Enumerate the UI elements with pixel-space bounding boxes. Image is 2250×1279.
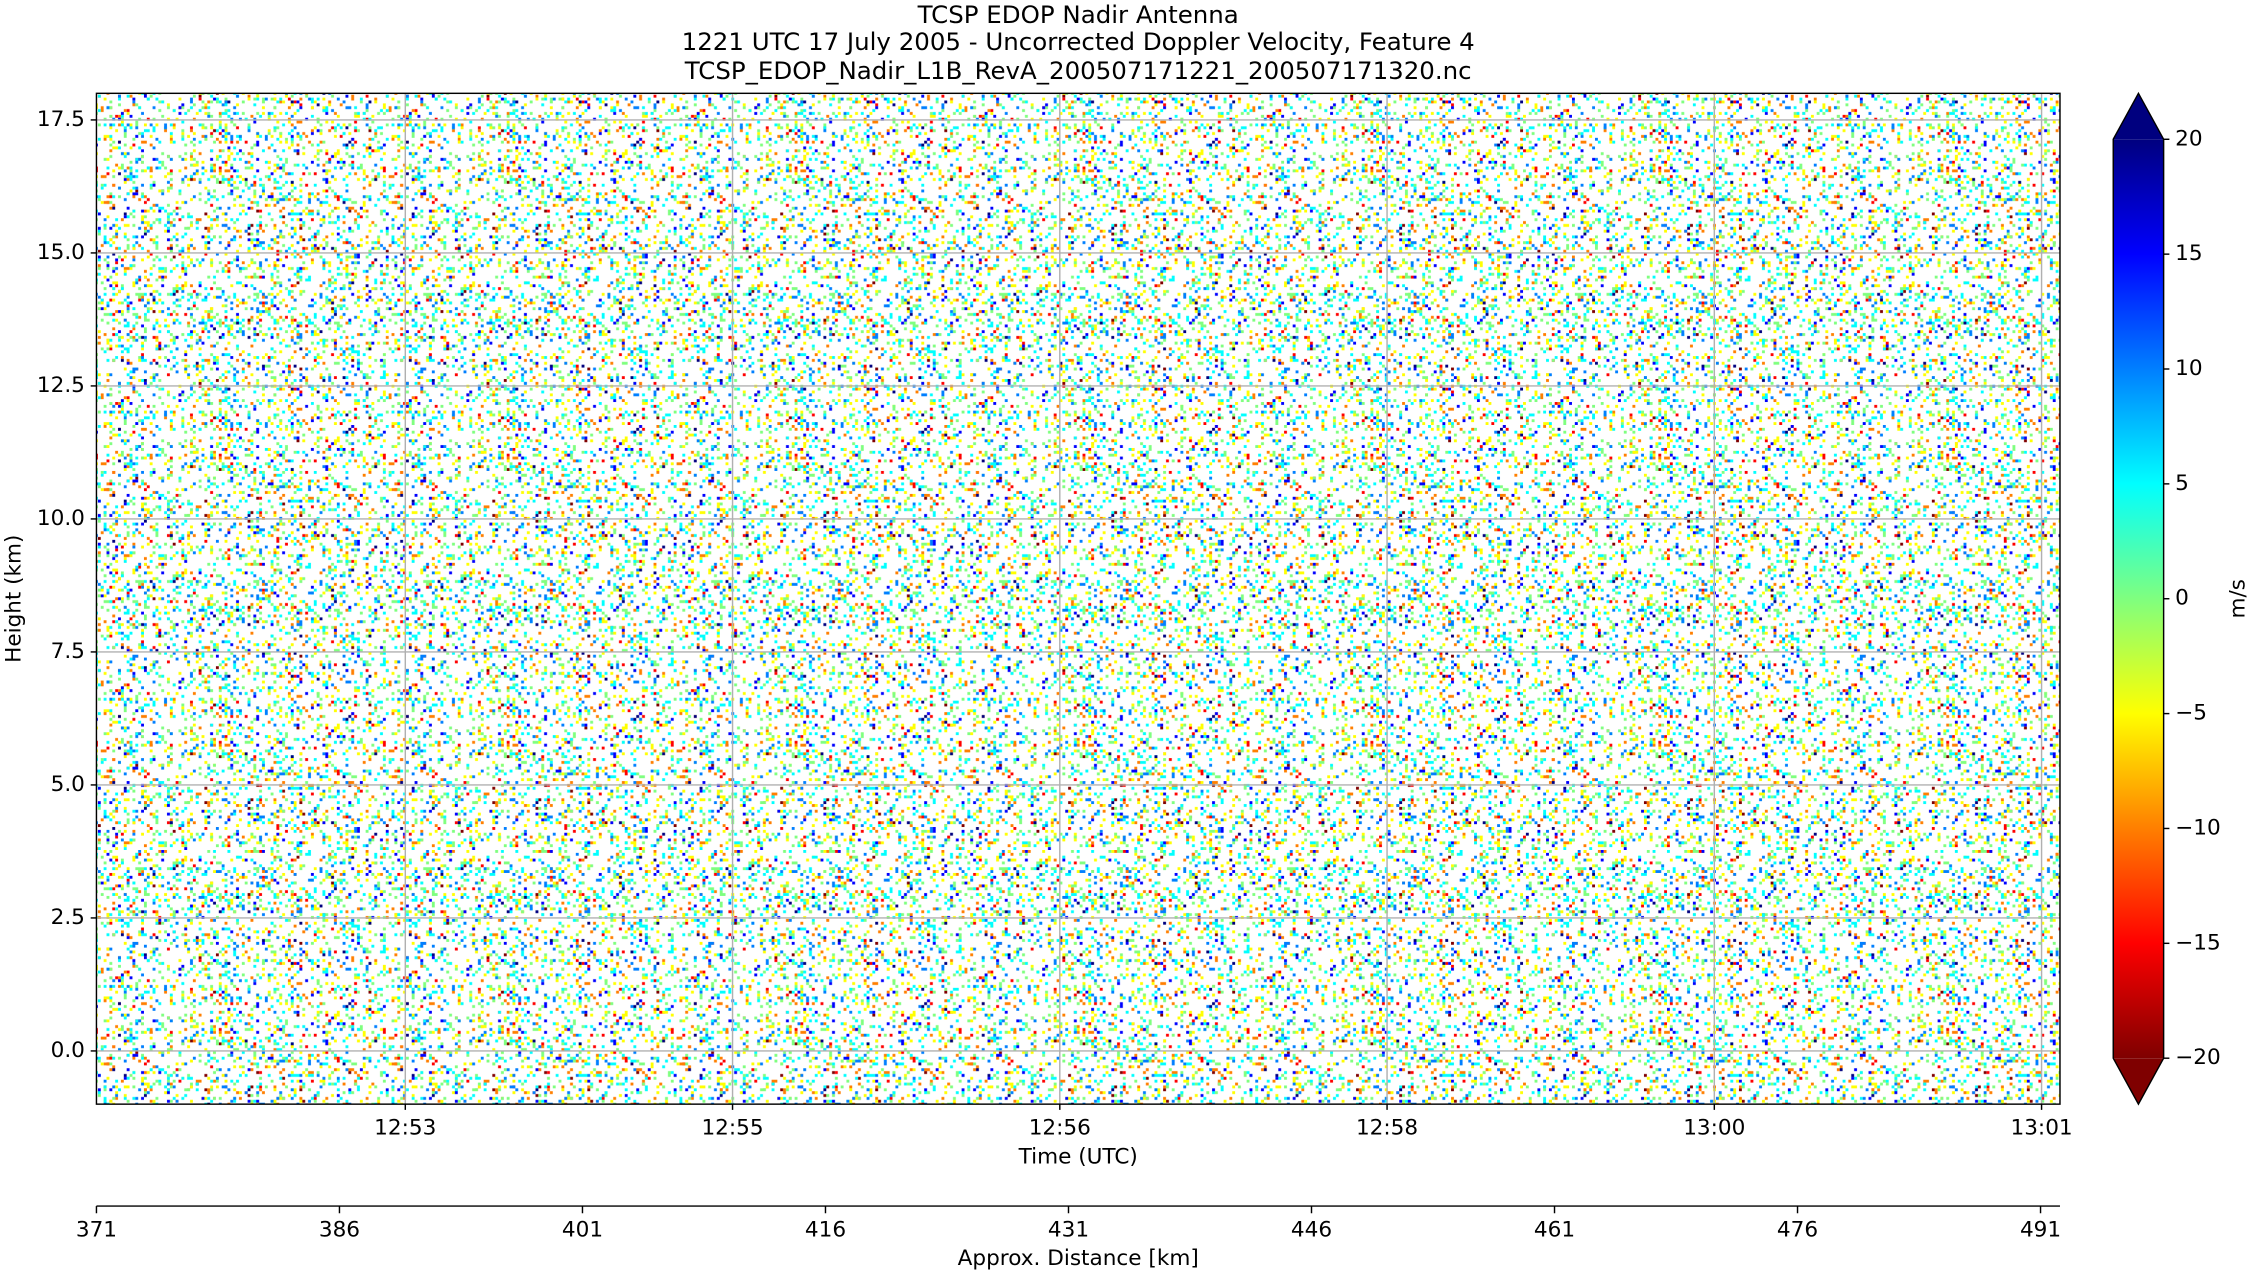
y-tick-label: 12.5: [37, 373, 85, 398]
x-tick-label: 13:01: [2010, 1116, 2072, 1141]
velocity-field: [96, 93, 2060, 1105]
y-tick-label: 0.0: [51, 1038, 85, 1063]
chart-subtitle: 1221 UTC 17 July 2005 - Uncorrected Dopp…: [682, 27, 1475, 56]
distance-tick-label: 446: [1291, 1218, 1332, 1243]
distance-tick-label: 401: [562, 1218, 603, 1243]
colorbar-tick-label: −20: [2175, 1045, 2221, 1070]
colorbar-tick-label: −10: [2175, 815, 2221, 840]
distance-tick-label: 491: [2020, 1218, 2061, 1243]
distance-axis-label: Approx. Distance [km]: [958, 1246, 1199, 1271]
distance-tick-label: 431: [1048, 1218, 1089, 1243]
distance-tick-label: 476: [1777, 1218, 1818, 1243]
colorbar-tick-label: 10: [2175, 356, 2202, 381]
colorbar-tick-label: −15: [2175, 930, 2221, 955]
y-tick-label: 17.5: [37, 107, 85, 132]
distance-tick-label: 386: [319, 1218, 360, 1243]
chart-title: TCSP EDOP Nadir Antenna: [917, 0, 1239, 29]
grid: [96, 93, 2060, 1105]
y-tick-label: 5.0: [51, 772, 85, 797]
chart-filename: TCSP_EDOP_Nadir_L1B_RevA_200507171221_20…: [684, 56, 1472, 85]
colorbar-tick-label: 0: [2175, 586, 2189, 611]
colorbar-tick-label: −5: [2175, 701, 2207, 726]
x-axis-label: Time (UTC): [1018, 1144, 1138, 1169]
y-tick-label: 10.0: [37, 506, 85, 531]
colorbar-extend-low: [2113, 1058, 2164, 1105]
colorbar: [2113, 139, 2164, 1059]
distance-tick-label: 461: [1534, 1218, 1575, 1243]
y-tick-label: 7.5: [51, 639, 85, 664]
colorbar-extend-high: [2113, 93, 2164, 140]
x-tick-label: 12:56: [1029, 1116, 1091, 1141]
distance-tick-label: 371: [76, 1218, 117, 1243]
distance-tick-label: 416: [805, 1218, 846, 1243]
x-tick-label: 12:55: [701, 1116, 763, 1141]
plot-frame: [95, 92, 2061, 1105]
y-tick-label: 2.5: [51, 905, 85, 930]
colorbar-label: m/s: [2225, 579, 2250, 618]
x-tick-label: 12:53: [374, 1116, 436, 1141]
y-axis-label: Height (km): [1, 535, 26, 663]
x-tick-label: 13:00: [1683, 1116, 1745, 1141]
colorbar-tick-label: 5: [2175, 471, 2189, 496]
colorbar-tick-label: 15: [2175, 241, 2202, 266]
y-tick-label: 15.0: [37, 240, 85, 265]
colorbar-tick-label: 20: [2175, 126, 2202, 151]
x-tick-label: 12:58: [1356, 1116, 1418, 1141]
